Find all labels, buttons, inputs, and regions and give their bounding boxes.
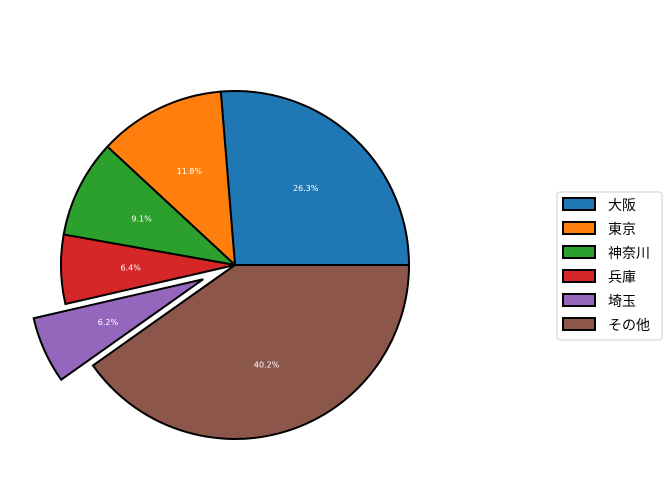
legend-swatch-6 — [562, 317, 596, 331]
legend-label-2: 東京 — [608, 222, 636, 238]
slice-4-percent-label: 6.4% — [120, 264, 141, 273]
slice-5-percent-label: 6.2% — [98, 318, 119, 327]
slice-2-percent-label: 11.8% — [177, 167, 203, 176]
legend-swatch-3 — [562, 245, 596, 259]
slice-1-wedge — [219, 90, 411, 266]
legend-swatch-1 — [562, 197, 596, 211]
legend-label-6: その他 — [608, 318, 650, 334]
legend-label-4: 兵庫 — [608, 269, 636, 286]
legend-label-3: 神奈川 — [608, 246, 650, 262]
legend-swatch-5 — [562, 293, 596, 307]
legend-label-5: 埼玉 — [608, 294, 636, 310]
slice-3-percent-label: 9.1% — [131, 214, 152, 223]
slice-1-percent-label: 26.3% — [293, 184, 319, 193]
pie-slices — [32, 90, 411, 440]
slice-5-wedge — [32, 278, 204, 382]
slice-6-percent-label: 40.2% — [254, 360, 280, 369]
legend-label-1: 大阪 — [608, 198, 636, 214]
slice-4-wedge — [60, 233, 236, 306]
slice-3-wedge — [62, 145, 239, 267]
slice-6-wedge — [91, 264, 411, 440]
pie-percent-labels: 26.3% 11.8% 9.1% 6.4% 6.2% 40.2% — [98, 167, 319, 369]
slice-2-wedge — [106, 90, 237, 268]
legend-swatch-4 — [562, 269, 596, 283]
legend-swatch-2 — [562, 221, 596, 235]
